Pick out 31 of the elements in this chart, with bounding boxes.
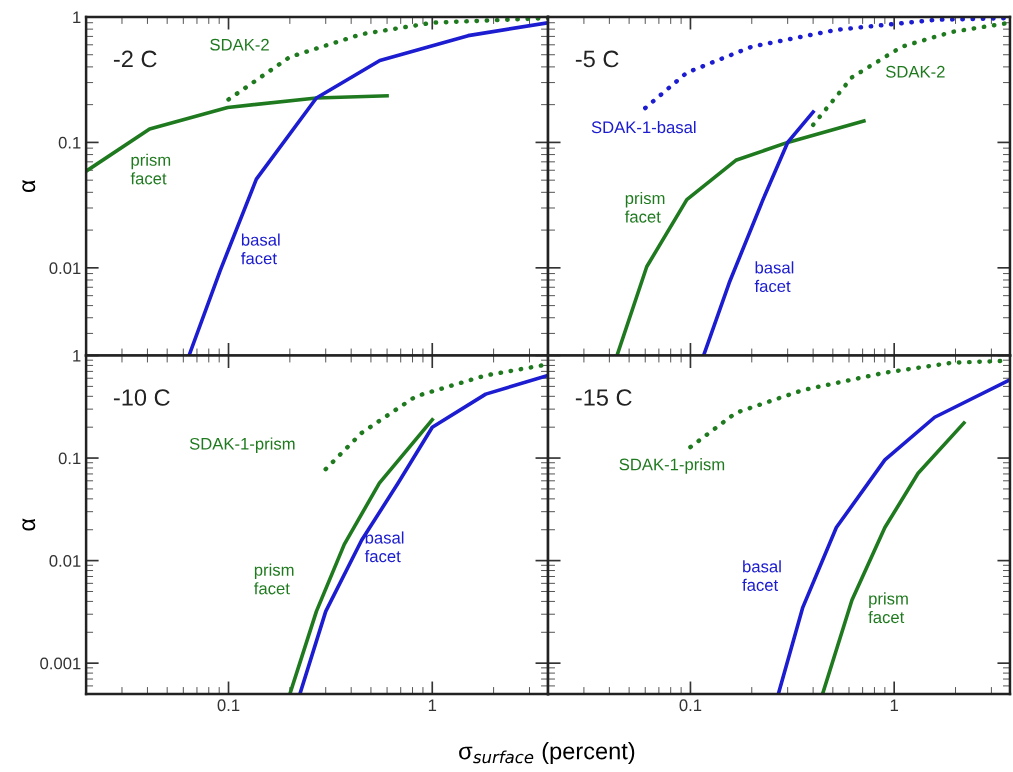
series-label: prism facet — [624, 191, 665, 223]
text: SDAK-1-prism — [189, 437, 295, 453]
y-tick-label: 0.1 — [58, 136, 81, 149]
y-tick-label: 0.01 — [49, 262, 81, 275]
series-label: basal facet — [364, 531, 404, 563]
y-axis-title: α — [22, 518, 36, 531]
text: -5 C — [575, 50, 619, 68]
series-label: basal facet — [742, 560, 781, 591]
x-axis-title: σ$_{surface}$ (percent) — [459, 742, 635, 765]
y-tick-label: 1 — [73, 350, 81, 362]
y-tick-label: 0.1 — [58, 452, 81, 465]
series-label: basal facet — [754, 261, 794, 293]
series-label: basal facet — [241, 233, 280, 265]
y-tick-label: 0.01 — [49, 555, 81, 567]
y-axis-title: α — [22, 180, 36, 193]
y-tick-label: 1 — [73, 11, 81, 24]
series-label: prism facet — [254, 563, 294, 595]
x-tick-label: 1 — [428, 699, 437, 711]
series-label: SDAK-1-prism — [619, 458, 725, 474]
text: -15 C — [575, 389, 632, 406]
x-tick-label: 1 — [890, 699, 899, 711]
text: -10 C — [113, 389, 170, 406]
series-label: SDAK-2 — [210, 38, 269, 51]
y-tick-label: 0.001 — [40, 657, 81, 670]
text: -2 C — [113, 50, 157, 68]
series-label: SDAK-2 — [886, 65, 945, 78]
series-label: prism facet — [868, 592, 908, 624]
x-tick-label: 0.1 — [217, 699, 240, 712]
x-tick-label: 0.1 — [679, 699, 702, 712]
series-label: prism facet — [130, 153, 171, 185]
series-label: SDAK-1-basal — [591, 120, 696, 134]
